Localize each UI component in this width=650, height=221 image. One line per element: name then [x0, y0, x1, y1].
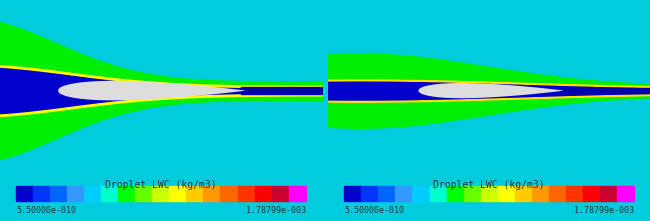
Bar — [220, 186, 237, 201]
Bar — [187, 186, 203, 201]
Bar — [430, 186, 447, 201]
Bar — [549, 186, 566, 201]
Bar — [101, 186, 118, 201]
Bar — [378, 186, 395, 201]
Text: 1.78799e-003: 1.78799e-003 — [246, 206, 306, 215]
Bar — [289, 186, 306, 201]
Bar — [395, 186, 413, 201]
Bar — [447, 186, 463, 201]
Text: Droplet LWC (kg/m3): Droplet LWC (kg/m3) — [105, 180, 216, 190]
Bar — [33, 186, 50, 201]
Bar — [170, 186, 187, 201]
Bar — [50, 186, 67, 201]
Text: 1.78799e-003: 1.78799e-003 — [574, 206, 634, 215]
Bar — [463, 186, 480, 201]
Bar — [67, 186, 85, 201]
Bar — [152, 186, 170, 201]
Bar — [344, 186, 361, 201]
Bar — [237, 186, 255, 201]
Bar — [272, 186, 289, 201]
Polygon shape — [419, 83, 563, 98]
Bar — [84, 186, 101, 201]
Bar — [118, 186, 135, 201]
Bar — [480, 186, 498, 201]
Text: Droplet LWC (kg/m3): Droplet LWC (kg/m3) — [434, 180, 545, 190]
Bar — [135, 186, 152, 201]
Bar — [515, 186, 532, 201]
Bar — [255, 186, 272, 201]
Text: 5.50000e-010: 5.50000e-010 — [344, 206, 404, 215]
Text: 5.50000e-010: 5.50000e-010 — [16, 206, 76, 215]
Bar — [498, 186, 515, 201]
Bar — [600, 186, 617, 201]
Bar — [532, 186, 549, 201]
Bar — [361, 186, 378, 201]
Polygon shape — [58, 81, 244, 100]
Bar — [566, 186, 583, 201]
Bar — [617, 186, 634, 201]
Bar — [583, 186, 600, 201]
Bar — [203, 186, 220, 201]
Bar — [413, 186, 430, 201]
Bar — [16, 186, 33, 201]
